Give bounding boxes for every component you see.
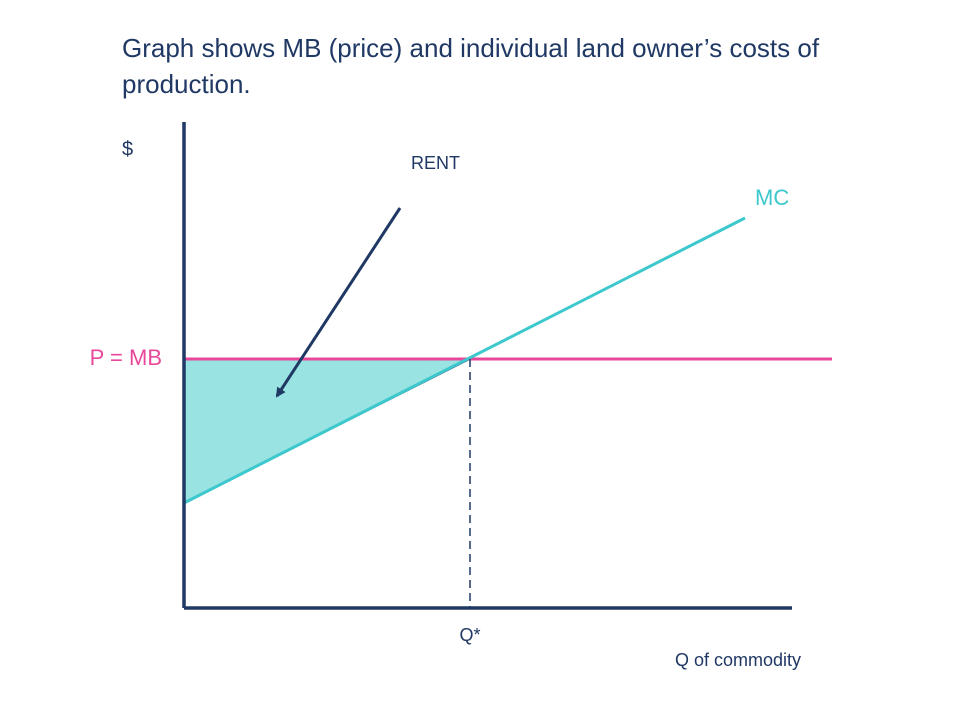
x-axis-label: Q of commodity [675, 650, 801, 670]
slide-title: Graph shows MB (price) and individual la… [122, 33, 820, 99]
rent-arrow [275, 207, 402, 398]
q-star-label: Q* [459, 625, 480, 645]
mc-label: MC [755, 185, 789, 210]
y-axis-label: $ [122, 138, 133, 160]
mc-line [183, 216, 746, 505]
rent-label: RENT [411, 153, 460, 173]
price-label: P = MB [90, 345, 162, 370]
